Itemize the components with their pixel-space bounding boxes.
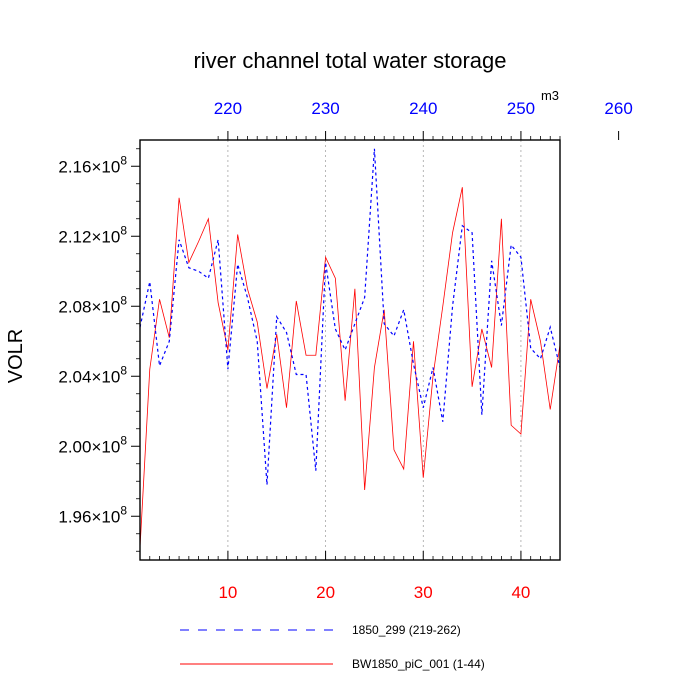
legend-label-series-b: BW1850_piC_001 (1-44): [352, 657, 485, 671]
y-axis-label: VOLR: [5, 329, 27, 383]
y-tick-mantissa: 2.04×10: [58, 367, 120, 386]
y-tick-power: 8: [120, 153, 127, 167]
y-tick-label: 2.00×108: [58, 433, 127, 456]
y-tick-mantissa: 2.08×10: [58, 297, 120, 316]
grid-lines: [227, 140, 522, 560]
chart-title: river channel total water storage: [193, 48, 506, 73]
series-line-1850-299: [139, 148, 561, 485]
series-line-bw1850-pic-001: [139, 187, 561, 548]
y-tick-label: 1.96×108: [58, 503, 127, 526]
y-tick-mantissa: 2.00×10: [58, 437, 120, 456]
x-tick-label: 20: [316, 583, 335, 602]
top-tick-label: 230: [311, 99, 339, 118]
y-tick-power: 8: [120, 503, 127, 517]
top-tick-label: 240: [409, 99, 437, 118]
legend: 1850_299 (219-262) BW1850_piC_001 (1-44): [180, 623, 485, 671]
y-tick-label: 2.12×108: [58, 223, 127, 246]
y-tick-power: 8: [120, 363, 127, 377]
y-tick-power: 8: [120, 223, 127, 237]
y-tick-label: 2.08×108: [58, 293, 127, 316]
y-tick-label: 2.16×108: [58, 153, 127, 176]
y-tick-mantissa: 1.96×10: [58, 507, 120, 526]
x-tick-label: 40: [511, 583, 530, 602]
y-tick-label: 2.04×108: [58, 363, 127, 386]
series-lines: [139, 148, 561, 548]
y-tick-power: 8: [120, 293, 127, 307]
top-tick-label: 220: [214, 99, 242, 118]
legend-label-series-a: 1850_299 (219-262): [352, 623, 461, 637]
y-tick-mantissa: 2.16×10: [58, 157, 120, 176]
top-tick-label: 260: [604, 99, 632, 118]
x-tick-label: 30: [414, 583, 433, 602]
top-tick-label: 250: [507, 99, 535, 118]
units-label: m3: [541, 88, 559, 103]
plot-frame: [139, 139, 561, 561]
y-tick-mantissa: 2.12×10: [58, 227, 120, 246]
x-tick-label: 10: [218, 583, 237, 602]
axis-ticks: [131, 131, 620, 560]
y-tick-power: 8: [120, 433, 127, 447]
